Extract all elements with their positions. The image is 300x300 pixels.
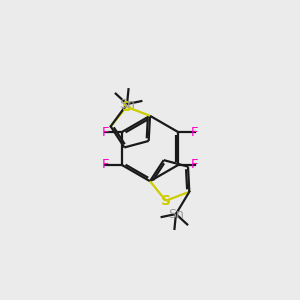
Text: F: F (191, 158, 198, 171)
Text: F: F (191, 126, 198, 139)
Text: S: S (122, 100, 131, 114)
Text: F: F (102, 126, 109, 139)
Text: F: F (102, 158, 109, 171)
Text: Sn: Sn (168, 208, 184, 220)
Text: Sn: Sn (119, 98, 135, 111)
Text: S: S (161, 194, 171, 208)
